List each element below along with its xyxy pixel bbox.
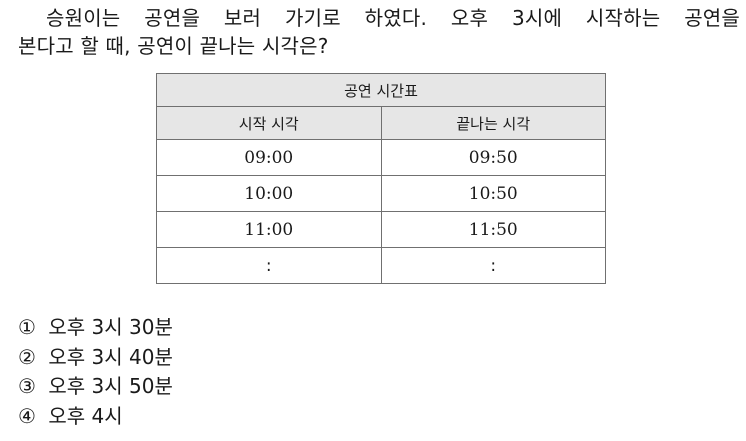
continuation-mark: : — [156, 247, 382, 284]
question-line-2: 본다고 할 때, 공연이 끝나는 시각은? — [18, 34, 329, 58]
question-text: 승원이는 공연을 보러 가기로 하였다. 오후 3시에 시작하는 공연을 본다고… — [18, 4, 740, 60]
choice-number: ② — [18, 344, 36, 369]
table-row: 11:00 11:50 — [156, 211, 606, 248]
end-time-cell: 10:50 — [380, 175, 606, 212]
choice-text: 오후 3시 40분 — [48, 344, 173, 369]
continuation-mark: : — [380, 247, 606, 284]
table-title: 공연 시간표 — [156, 73, 606, 107]
schedule-table: 공연 시간표 시작 시각 끝나는 시각 09:00 09:50 10:00 10… — [156, 73, 606, 284]
table-row-continuation: : : — [156, 247, 606, 284]
choice-3[interactable]: ③ 오후 3시 50분 — [18, 372, 173, 402]
table-header-row: 시작 시각 끝나는 시각 — [156, 106, 606, 140]
header-end-time: 끝나는 시각 — [380, 106, 606, 140]
header-start-time: 시작 시각 — [156, 106, 382, 140]
end-time-cell: 09:50 — [380, 139, 606, 176]
table-row: 09:00 09:50 — [156, 139, 606, 176]
choice-number: ③ — [18, 374, 36, 398]
choice-number: ① — [18, 315, 36, 339]
end-time-cell: 11:50 — [380, 211, 606, 248]
table-row: 10:00 10:50 — [156, 175, 606, 212]
choice-number: ④ — [18, 403, 36, 428]
choice-2[interactable]: ② 오후 3시 40분 — [18, 343, 173, 373]
choice-text: 오후 4시 — [48, 403, 123, 428]
question-line-1: 승원이는 공연을 보러 가기로 하였다. 오후 3시에 시작하는 공연을 — [46, 6, 740, 30]
start-time-cell: 09:00 — [156, 139, 382, 176]
answer-choices: ① 오후 3시 30분 ② 오후 3시 40분 ③ 오후 3시 50분 ④ 오후… — [18, 313, 173, 431]
choice-text: 오후 3시 30분 — [48, 315, 173, 339]
start-time-cell: 10:00 — [156, 175, 382, 212]
start-time-cell: 11:00 — [156, 211, 382, 248]
choice-1[interactable]: ① 오후 3시 30분 — [18, 313, 173, 343]
table-title-row: 공연 시간표 — [156, 73, 606, 107]
choice-text: 오후 3시 50분 — [48, 374, 173, 398]
choice-4[interactable]: ④ 오후 4시 — [18, 402, 173, 432]
